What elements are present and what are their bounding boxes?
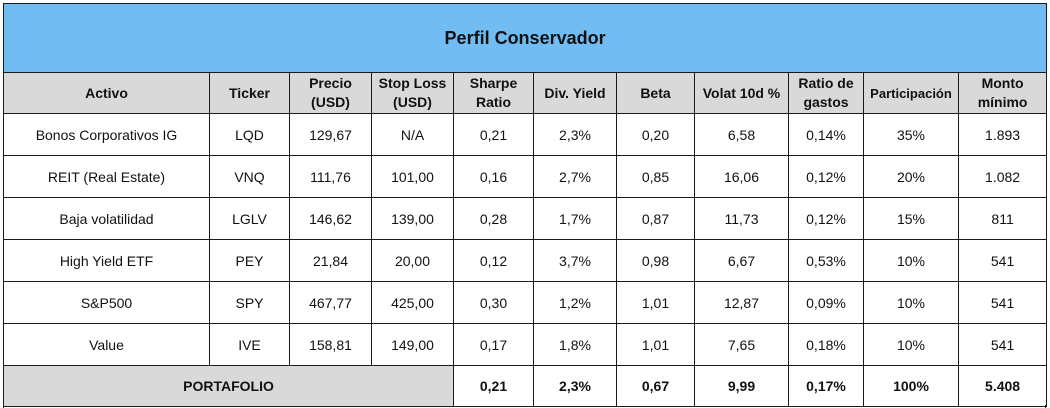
cell-monto: 541 xyxy=(957,281,1048,324)
header-ticker: Ticker xyxy=(209,72,290,114)
cell-volat: 12,87 xyxy=(694,281,789,324)
cell-beta: 0,20 xyxy=(616,113,695,156)
cell-participacion: 10% xyxy=(863,323,959,366)
cell-sharpe: 0,21 xyxy=(453,113,534,156)
cell-beta: 0,85 xyxy=(616,155,695,198)
header-sharpe-ratio: Sharpe Ratio xyxy=(453,72,534,114)
cell-volat: 11,73 xyxy=(694,197,789,240)
cell-sharpe: 0,30 xyxy=(453,281,534,324)
cell-div-yield: 1,7% xyxy=(533,197,617,240)
table-bottom-edge xyxy=(3,405,1046,408)
cell-volat: 6,58 xyxy=(694,113,789,156)
cell-precio: 158,81 xyxy=(289,323,372,366)
cell-sharpe: 0,12 xyxy=(453,239,534,282)
cell-monto: 811 xyxy=(957,197,1048,240)
table-row: High Yield ETF PEY 21,84 20,00 0,12 3,7%… xyxy=(3,239,1048,282)
cell-ratio-gastos: 0,14% xyxy=(788,113,864,156)
cell-precio: 111,76 xyxy=(289,155,372,198)
cell-ratio-gastos: 0,18% xyxy=(788,323,864,366)
portfolio-total-row: PORTAFOLIO 0,21 2,3% 0,67 9,99 0,17% 100… xyxy=(3,365,1048,407)
cell-sharpe: 0,16 xyxy=(453,155,534,198)
cell-activo: REIT (Real Estate) xyxy=(3,155,210,198)
cell-monto: 1.893 xyxy=(957,113,1048,156)
total-monto: 5.408 xyxy=(957,365,1048,407)
cell-beta: 0,87 xyxy=(616,197,695,240)
total-sharpe: 0,21 xyxy=(453,365,534,407)
portfolio-table-frame: Perfil Conservador Activo Ticker Precio … xyxy=(2,3,1048,408)
cell-activo: Value xyxy=(3,323,210,366)
cell-ticker: SPY xyxy=(209,281,290,324)
cell-activo: S&P500 xyxy=(3,281,210,324)
cell-beta: 1,01 xyxy=(616,323,695,366)
cell-div-yield: 3,7% xyxy=(533,239,617,282)
header-ratio-gastos: Ratio de gastos xyxy=(788,72,864,114)
header-beta: Beta xyxy=(616,72,695,114)
total-ratio-gastos: 0,17% xyxy=(788,365,864,407)
cell-activo: High Yield ETF xyxy=(3,239,210,282)
total-participacion: 100% xyxy=(863,365,959,407)
cell-ticker: PEY xyxy=(209,239,290,282)
header-div-yield: Div. Yield xyxy=(533,72,617,114)
cell-precio: 146,62 xyxy=(289,197,372,240)
header-precio: Precio (USD) xyxy=(289,72,372,114)
header-activo: Activo xyxy=(3,72,210,114)
table-row: Baja volatilidad LGLV 146,62 139,00 0,28… xyxy=(3,197,1048,240)
cell-ratio-gastos: 0,09% xyxy=(788,281,864,324)
header-stop-loss: Stop Loss (USD) xyxy=(371,72,454,114)
cell-ratio-gastos: 0,12% xyxy=(788,155,864,198)
header-monto-minimo: Monto mínimo xyxy=(957,72,1048,114)
table-row: S&P500 SPY 467,77 425,00 0,30 1,2% 1,01 … xyxy=(3,281,1048,324)
cell-beta: 1,01 xyxy=(616,281,695,324)
cell-participacion: 10% xyxy=(863,281,959,324)
cell-div-yield: 2,3% xyxy=(533,113,617,156)
cell-volat: 7,65 xyxy=(694,323,789,366)
cell-div-yield: 2,7% xyxy=(533,155,617,198)
cell-participacion: 10% xyxy=(863,239,959,282)
cell-volat: 6,67 xyxy=(694,239,789,282)
table-title: Perfil Conservador xyxy=(2,3,1048,73)
cell-stop-loss: 149,00 xyxy=(371,323,454,366)
table-row: Value IVE 158,81 149,00 0,17 1,8% 1,01 7… xyxy=(3,323,1048,366)
cell-precio: 467,77 xyxy=(289,281,372,324)
cell-monto: 541 xyxy=(957,239,1048,282)
cell-monto: 541 xyxy=(957,323,1048,366)
header-participacion: Participación xyxy=(863,72,959,114)
cell-div-yield: 1,8% xyxy=(533,323,617,366)
total-label: PORTAFOLIO xyxy=(3,365,454,407)
cell-stop-loss: 20,00 xyxy=(371,239,454,282)
cell-participacion: 35% xyxy=(863,113,959,156)
table-row: Bonos Corporativos IG LQD 129,67 N/A 0,2… xyxy=(3,113,1048,156)
cell-sharpe: 0,28 xyxy=(453,197,534,240)
cell-ratio-gastos: 0,12% xyxy=(788,197,864,240)
cell-participacion: 15% xyxy=(863,197,959,240)
cell-monto: 1.082 xyxy=(957,155,1048,198)
cell-beta: 0,98 xyxy=(616,239,695,282)
cell-stop-loss: 139,00 xyxy=(371,197,454,240)
cell-div-yield: 1,2% xyxy=(533,281,617,324)
cell-ticker: LGLV xyxy=(209,197,290,240)
cell-stop-loss: N/A xyxy=(371,113,454,156)
cell-participacion: 20% xyxy=(863,155,959,198)
cell-activo: Baja volatilidad xyxy=(3,197,210,240)
cell-volat: 16,06 xyxy=(694,155,789,198)
header-volat: Volat 10d % xyxy=(694,72,789,114)
total-div-yield: 2,3% xyxy=(533,365,617,407)
cell-sharpe: 0,17 xyxy=(453,323,534,366)
cell-ticker: IVE xyxy=(209,323,290,366)
cell-stop-loss: 425,00 xyxy=(371,281,454,324)
portfolio-table: Perfil Conservador Activo Ticker Precio … xyxy=(2,3,1048,407)
cell-precio: 21,84 xyxy=(289,239,372,282)
cell-activo: Bonos Corporativos IG xyxy=(3,113,210,156)
cell-ticker: LQD xyxy=(209,113,290,156)
total-beta: 0,67 xyxy=(616,365,695,407)
table-row: REIT (Real Estate) VNQ 111,76 101,00 0,1… xyxy=(3,155,1048,198)
title-row: Perfil Conservador xyxy=(2,3,1048,73)
cell-ratio-gastos: 0,53% xyxy=(788,239,864,282)
cell-precio: 129,67 xyxy=(289,113,372,156)
cell-ticker: VNQ xyxy=(209,155,290,198)
header-row: Activo Ticker Precio (USD) Stop Loss (US… xyxy=(3,72,1048,114)
total-volat: 9,99 xyxy=(694,365,789,407)
cell-stop-loss: 101,00 xyxy=(371,155,454,198)
